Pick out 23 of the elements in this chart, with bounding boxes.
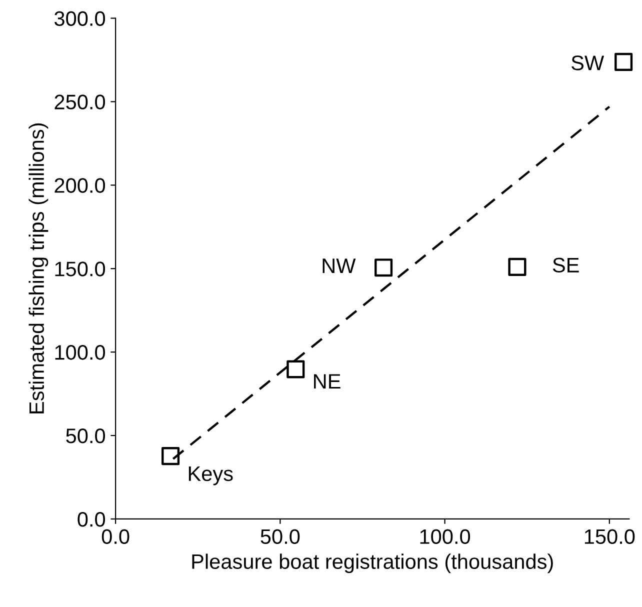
x-tick-label: 150.0 [584,529,635,544]
point [614,52,633,71]
annotation: NE [314,374,340,389]
x-tick-label: 100.0 [420,529,470,544]
y-tick-label: 50.0 [66,428,106,444]
y-axis-title: Estimated fishing trips (millions) [28,123,48,414]
y-tick-label: 300.0 [54,11,106,26]
point [162,447,180,466]
point [508,258,526,276]
y-tick-label: 200.0 [54,178,106,193]
x-tick-label: 50.0 [260,529,300,544]
y-tick-label: 150.0 [55,262,106,276]
x-tick-label: 0.0 [102,529,130,544]
annotation: SW [572,56,604,70]
y-tick-label: 100.0 [55,345,106,360]
y-tick-label: 0.0 [78,512,106,527]
annotation: Keys [188,466,233,486]
point [286,360,305,378]
annotation: SE [552,258,579,273]
point [374,258,393,277]
annotation: NW [322,258,356,273]
y-tick-label: 250.0 [54,94,106,110]
x-axis-title: Pleasure boat registrations (thousands) [192,554,553,574]
